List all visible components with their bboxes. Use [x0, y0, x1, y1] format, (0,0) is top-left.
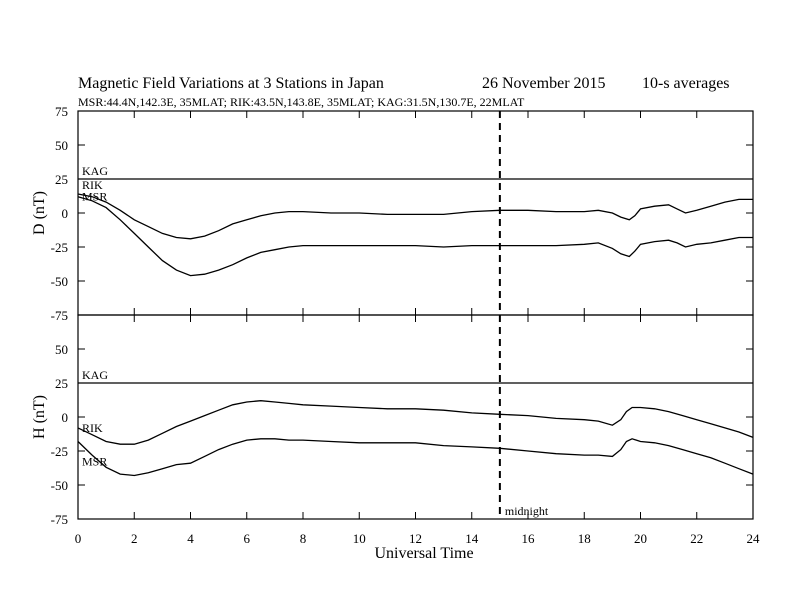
y-tick-label: -50: [51, 274, 68, 289]
x-tick-label: 20: [634, 531, 647, 546]
panel-h-ylabel: H (nT): [31, 395, 48, 439]
y-tick-label: 0: [62, 206, 69, 221]
y-tick-label: 25: [55, 172, 68, 187]
series-label-rik: RIK: [82, 421, 103, 435]
y-tick-label: 75: [55, 104, 68, 119]
x-tick-label: 0: [75, 531, 82, 546]
x-tick-label: 24: [747, 531, 761, 546]
x-axis: 0 2 4 6 8 10 12 14 16 18 20 22 24: [75, 531, 760, 546]
y-tick-label: -75: [51, 308, 68, 323]
panel-d-ylabel: D (nT): [31, 191, 48, 235]
x-tick-label: 18: [578, 531, 591, 546]
y-tick-label: 50: [55, 138, 68, 153]
series-label-msr: MSR: [82, 190, 107, 204]
midnight-label: midnight: [505, 504, 549, 518]
x-tick-label: 4: [187, 531, 194, 546]
series-line-msr: [77, 196, 753, 277]
x-tick-label: 12: [409, 531, 422, 546]
series-line-rik: [77, 193, 753, 240]
x-axis-label: Universal Time: [374, 545, 473, 562]
x-tick-label: 16: [522, 531, 536, 546]
y-tick-label: -50: [51, 478, 68, 493]
x-tick-label: 14: [465, 531, 479, 546]
y-tick-label: -25: [51, 240, 68, 255]
y-tick-label: 25: [55, 376, 68, 391]
x-tick-label: 2: [131, 531, 138, 546]
series-label-rik: RIK: [82, 178, 103, 192]
x-tick-label: 22: [690, 531, 703, 546]
panel-d-frame: [77, 110, 754, 316]
series-label-kag: KAG: [82, 368, 108, 382]
series-label-msr: MSR: [82, 454, 107, 468]
x-tick-label: 6: [244, 531, 251, 546]
x-tick-label: 8: [300, 531, 307, 546]
panel-h: H (nT) 50 25 0 -25 -50 -75 KAG RIK MSR: [31, 314, 754, 527]
x-tick-label: 10: [353, 531, 366, 546]
y-tick-label: 50: [55, 342, 68, 357]
series-line-msr: [77, 438, 754, 477]
chart-title: Magnetic Field Variations at 3 Stations …: [78, 75, 384, 92]
series-line-rik: [77, 400, 754, 445]
chart-averaging: 10-s averages: [642, 75, 730, 92]
y-tick-label: 0: [62, 410, 69, 425]
panel-h-frame: [77, 314, 754, 520]
station-info: MSR:44.4N,142.3E, 35MLAT; RIK:43.5N,143.…: [78, 95, 525, 109]
chart-date: 26 November 2015: [482, 75, 606, 92]
series-label-kag: KAG: [82, 164, 108, 178]
y-tick-label: -25: [51, 444, 68, 459]
y-tick-label: -75: [51, 512, 68, 527]
